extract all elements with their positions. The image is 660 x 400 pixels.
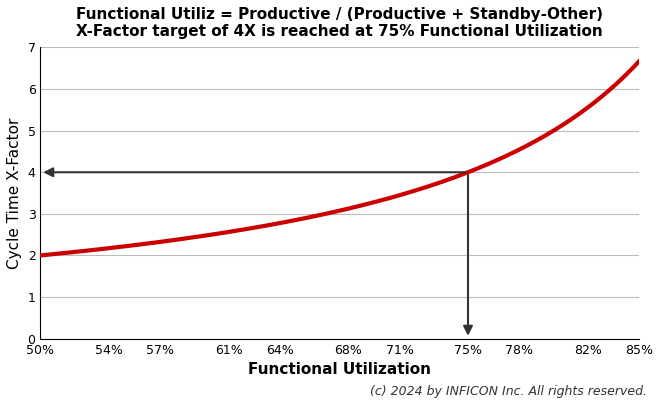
Title: Functional Utiliz = Productive / (Productive + Standby-Other)
X-Factor target of: Functional Utiliz = Productive / (Produc… [76,7,603,39]
Text: (c) 2024 by INFICON Inc. All rights reserved.: (c) 2024 by INFICON Inc. All rights rese… [370,385,647,398]
X-axis label: Functional Utilization: Functional Utilization [248,362,431,377]
Y-axis label: Cycle Time X-Factor: Cycle Time X-Factor [7,117,22,269]
